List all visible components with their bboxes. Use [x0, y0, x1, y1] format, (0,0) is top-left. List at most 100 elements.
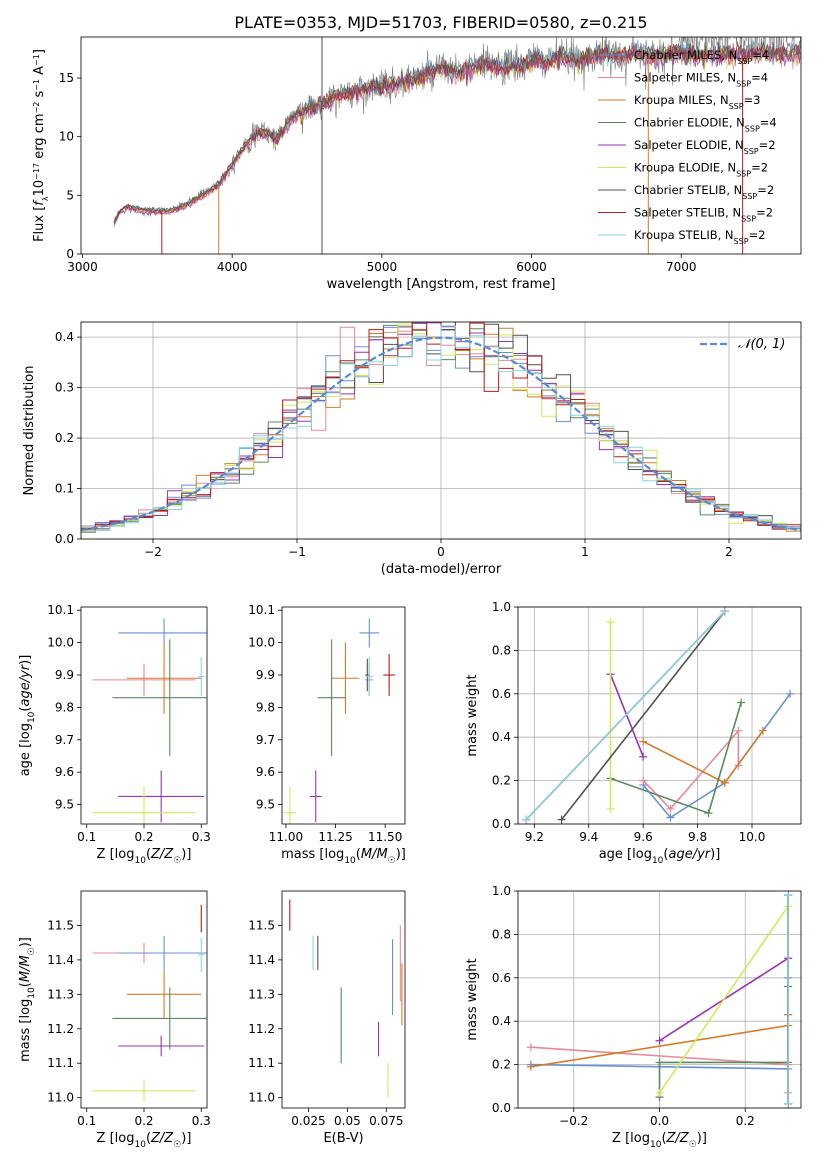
legend-entry: Salpeter MILES, NSSP=4 [634, 71, 768, 89]
legend-series-name: Kroupa ELODIE [634, 161, 720, 175]
mass-weight-marker [666, 804, 675, 813]
x-axis-label: Z [log10(Z/Z☉)] [97, 847, 192, 866]
legend-nssp-sub: SSP [745, 124, 760, 133]
y-tick-label: 0.2 [55, 431, 74, 445]
mass-weight-marker [655, 1036, 664, 1045]
x-tick-label: 0.025 [291, 1114, 325, 1128]
x-tick-label: 11.25 [318, 830, 352, 844]
legend-entry: Chabrier STELIB, NSSP=2 [634, 183, 774, 201]
x-tick-label: 6000 [516, 260, 547, 274]
x-tick-label: 0.2 [736, 1114, 755, 1128]
mass-weight-marker [655, 1058, 664, 1067]
y-axis-label: mass weight [465, 958, 480, 1040]
y-tick-label: 0.0 [492, 1101, 511, 1115]
y-axis-label: Flux [fλ10−17 erg cm−2 s−1 A−1] [32, 49, 50, 242]
x-tick-label: 1 [581, 545, 589, 559]
legend-nssp-prefix: , N [720, 161, 736, 175]
y-tick-label: 11.4 [248, 953, 275, 967]
y-tick-label: 1.0 [492, 600, 511, 614]
x-tick-label: 4000 [217, 260, 248, 274]
x-tick-label: 0.1 [77, 1114, 96, 1128]
mass-weight-marker [606, 618, 615, 627]
y-tick-label: 9.8 [55, 700, 74, 714]
mass-weight-marker [666, 813, 675, 822]
y-tick-label: 10.0 [248, 636, 275, 650]
axes-frame [80, 606, 208, 825]
y-tick-label: 11.2 [47, 1022, 74, 1036]
y-tick-label: 9.8 [256, 700, 275, 714]
y-tick-label: 0.0 [492, 817, 511, 831]
y-tick-label: 9.7 [55, 733, 74, 747]
age-weight-panel: 9.2 9.4 9.6 9.8 10.0 0.0 0.2 0.4 0.6 0.8 1.0 age [l… [465, 600, 802, 866]
legend-nssp-sub: SSP [729, 102, 744, 111]
x-tick-label: −2 [144, 545, 162, 559]
mass-weight-marker [639, 776, 648, 785]
legend-nssp-prefix: , N [728, 138, 744, 152]
y-tick-label: 0.2 [492, 774, 511, 788]
x-tick-label: 0.2 [134, 830, 153, 844]
model-spectrum-line [113, 42, 801, 227]
mass-weight-line [609, 674, 644, 757]
x-tick-label: −1 [288, 545, 306, 559]
legend-nssp-prefix: , N [713, 93, 729, 107]
ebv-mass-panel: 0.025 0.05 0.075 11.0 11.1 11.2 11.3 11.4 11.5 E(… [248, 890, 406, 1146]
mass-age-panel: 11.00 11.25 11.50 9.5 9.6 9.7 9.8 9.9 10.0 10.1 ma… [248, 603, 406, 866]
x-axis-label: Z [log10(Z/Z☉)] [612, 1131, 707, 1150]
axes-frame [517, 606, 802, 825]
y-tick-label: 11.0 [248, 1091, 275, 1105]
y-tick-label: 5 [66, 188, 74, 202]
mass-weight-marker [784, 1099, 793, 1108]
x-tick-label: 9.4 [579, 830, 598, 844]
y-tick-label: 11.3 [47, 987, 74, 1001]
mass-weight-marker [526, 1043, 535, 1052]
x-tick-label: 0.1 [77, 830, 96, 844]
legend-nssp-sub: SSP [744, 147, 759, 156]
mass-weight-marker [758, 726, 767, 735]
x-tick-label: 11.50 [368, 830, 402, 844]
plot-area [522, 607, 795, 824]
legend-nssp-prefix: , N [726, 183, 742, 197]
y-tick-label: 11.2 [248, 1022, 275, 1036]
plot-area [92, 904, 207, 1102]
y-tick-label: 0.0 [55, 532, 74, 546]
y-tick-label: 15 [59, 71, 74, 85]
x-tick-label: 9.2 [525, 830, 544, 844]
legend-series-name: Salpeter ELODIE [634, 138, 728, 152]
axes-frame [281, 606, 406, 825]
y-tick-label: 9.9 [256, 668, 275, 682]
spectrum-panel: 3000 4000 5000 6000 7000 0 5 10 15 wavelength [An… [32, 36, 802, 292]
y-tick-label: 9.5 [256, 798, 275, 812]
legend-nssp-prefix: , N [718, 228, 734, 242]
x-tick-label: 11.00 [269, 830, 303, 844]
y-tick-label: 9.9 [55, 668, 74, 682]
legend-nssp-value: =2 [751, 161, 768, 175]
x-tick-label: 0.075 [369, 1114, 403, 1128]
x-tick-label: 2 [725, 545, 733, 559]
y-tick-label: 9.7 [256, 733, 275, 747]
y-tick-label: 0.4 [492, 1014, 511, 1028]
mass-weight-marker [639, 752, 648, 761]
x-tick-label: 5000 [367, 260, 398, 274]
legend-entry: Kroupa STELIB, NSSP=2 [634, 228, 765, 246]
x-tick-label: 3000 [67, 260, 98, 274]
legend-nssp-prefix: , N [729, 116, 745, 130]
legend-nssp-value: =4 [752, 48, 769, 62]
legend-nssp-sub: SSP [741, 214, 756, 223]
mass-weight-marker [606, 804, 615, 813]
y-tick-label: 9.5 [55, 798, 74, 812]
y-tick-label: 11.0 [47, 1091, 74, 1105]
legend-series-name: Kroupa STELIB [634, 228, 718, 242]
x-axis-label: wavelength [Angstrom, rest frame] [327, 277, 556, 292]
legend-series-name: Kroupa MILES [634, 93, 713, 107]
x-axis-label: mass [log10(M/M☉)] [281, 847, 406, 866]
x-tick-label: 0.05 [334, 1114, 361, 1128]
y-tick-label: 11.1 [47, 1056, 74, 1070]
mass-weight-marker [655, 1088, 664, 1097]
y-tick-label: 11.1 [248, 1056, 275, 1070]
x-tick-label: 0.3 [192, 1114, 211, 1128]
y-tick-label: 0.8 [492, 927, 511, 941]
y-tick-label: 1.0 [492, 884, 511, 898]
x-tick-label: 9.8 [688, 830, 707, 844]
legend-entry: Kroupa MILES, NSSP=3 [634, 93, 761, 111]
